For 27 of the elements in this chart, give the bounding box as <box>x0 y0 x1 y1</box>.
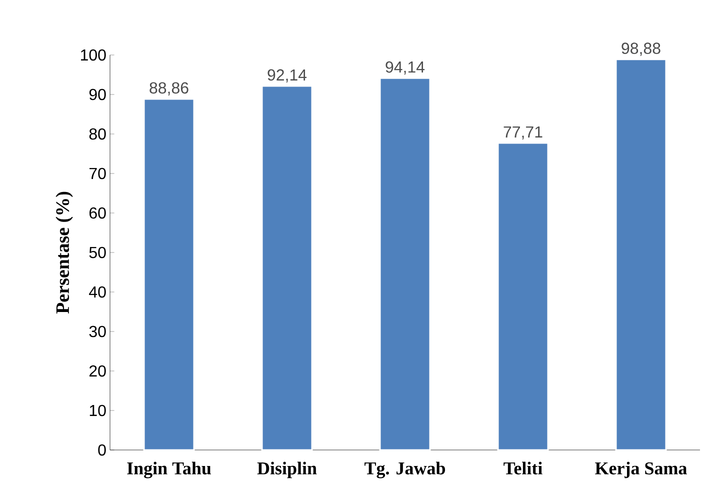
bar <box>497 142 549 451</box>
y-axis-title: Persentase (%) <box>56 192 73 314</box>
x-tick-label: Ingin Tahu <box>127 462 211 478</box>
y-tick-label: 40 <box>89 286 106 298</box>
y-tick-label: 60 <box>89 207 106 219</box>
data-label: 77,71 <box>504 126 542 140</box>
bar <box>379 77 431 451</box>
bar <box>143 98 195 451</box>
x-tick-label: Kerja Sama <box>595 462 687 478</box>
data-label: 94,14 <box>386 61 425 75</box>
x-tick-label: Disiplin <box>257 462 317 478</box>
y-tick-label: 70 <box>89 168 106 180</box>
y-tick-label: 90 <box>89 88 106 100</box>
y-tick-label: 30 <box>89 326 106 338</box>
x-tick-label: Tg. Jawab <box>364 462 446 478</box>
data-label: 88,86 <box>150 82 188 96</box>
y-tick-label: 50 <box>89 246 106 258</box>
data-label: 92,14 <box>268 69 307 82</box>
data-label: 98,88 <box>622 42 660 56</box>
bar <box>615 58 667 451</box>
y-tick-label: 80 <box>89 128 106 140</box>
y-tick-label: 10 <box>90 404 106 416</box>
bar <box>261 85 313 451</box>
y-tick-label: 0 <box>98 444 106 456</box>
y-tick-label: 20 <box>89 365 106 377</box>
y-tick-label: 100 <box>81 49 106 61</box>
x-tick-label: Teliti <box>504 462 542 474</box>
